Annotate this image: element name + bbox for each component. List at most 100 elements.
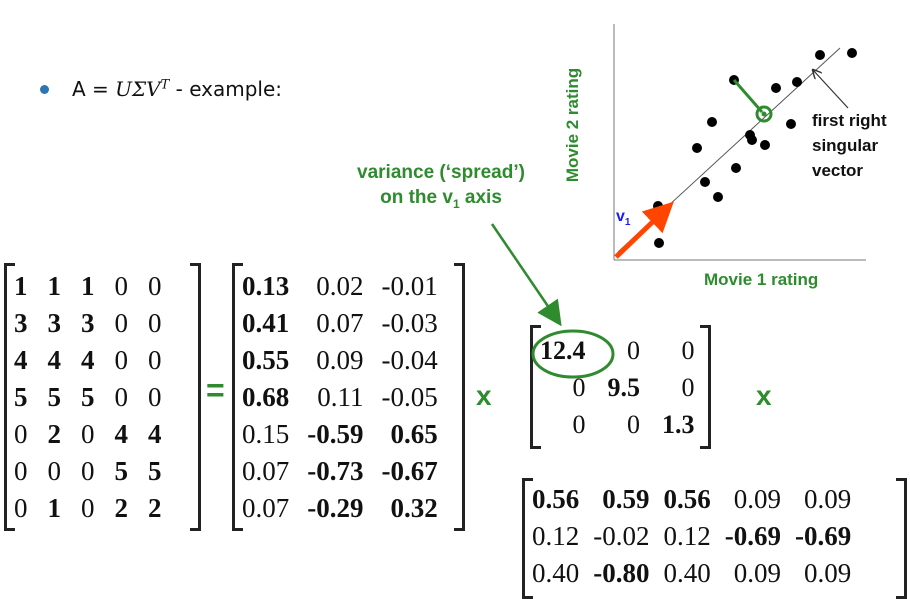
matrix-vt: 0.56 0.59 0.56 0.09 0.09 0.12 -0.02 0.12 -0.69 -0… (532, 481, 851, 592)
bullet-prefix: A = (72, 77, 116, 101)
equals-sign: = (206, 372, 225, 408)
matrix-cell: 9.5 (607, 372, 641, 402)
matrix-row: 0 0 1.3 (540, 406, 695, 443)
matrix-cell: 0.13 (242, 271, 290, 301)
matrix-cell: 5 (14, 382, 28, 412)
matrix-cell: 1 (14, 271, 28, 301)
matrix-cell: 0 (114, 345, 129, 375)
matrix-cell: -0.67 (381, 456, 438, 486)
matrix-sigma-left-bracket (530, 325, 541, 449)
matrix-a-right-bracket (190, 263, 201, 531)
matrix-row: 0.15 -0.59 0.65 (242, 416, 438, 453)
matrix-cell: 0 (14, 493, 28, 523)
matrix-cell: 0.68 (242, 382, 290, 412)
matrix-cell: 0.41 (242, 308, 290, 338)
matrix-cell: 0.40 (663, 558, 711, 588)
matrix-cell: 0 (81, 493, 95, 523)
bullet-superscript: T (160, 77, 170, 93)
variance-label-line1: variance (‘spread’) (357, 162, 525, 183)
matrix-cell: 0 (47, 456, 62, 486)
matrix-cell: 3 (14, 308, 28, 338)
matrix-cell: 0 (148, 382, 162, 412)
matrix-cell: 0 (627, 335, 640, 365)
matrix-cell: 1 (47, 271, 62, 301)
matrix-vt-table: 0.56 0.59 0.56 0.09 0.09 0.12 -0.02 0.12 -0.69 -0… (532, 481, 851, 592)
matrix-sigma: 12.4 0 0 0 9.5 0 0 0 1.3 (540, 332, 695, 443)
matrix-row: 12.4 0 0 (540, 332, 695, 369)
projection-line (732, 79, 764, 113)
matrix-cell: -0.02 (593, 521, 650, 551)
matrix-cell: 0.07 (316, 308, 364, 338)
matrix-cell: 4 (114, 419, 129, 449)
matrix-cell: 2 (114, 493, 129, 523)
matrix-cell: -0.29 (307, 493, 364, 523)
matrix-cell: 0 (81, 419, 95, 449)
matrix-cell: 0.02 (316, 271, 364, 301)
matrix-cell: 0.65 (390, 419, 438, 449)
scatter-plot (613, 24, 866, 261)
matrix-cell: 3 (81, 308, 95, 338)
bullet-suffix: - example: (169, 77, 283, 101)
matrix-sigma-right-bracket (700, 325, 711, 449)
matrix-row: 0.55 0.09 -0.04 (242, 342, 438, 379)
matrix-cell: 5 (47, 382, 62, 412)
singular-vector-annotation: first right singular vector (812, 111, 887, 180)
matrix-cell: -0.04 (381, 345, 438, 375)
matrix-cell: 0.56 (532, 484, 580, 514)
matrix-vt-right-bracket (896, 478, 907, 599)
times-operator-1: x (476, 380, 492, 411)
matrix-cell: 5 (81, 382, 95, 412)
matrix-cell: 0.40 (532, 558, 580, 588)
matrix-cell: 0 (114, 308, 129, 338)
bullet-formula: UΣV (115, 77, 161, 101)
matrix-cell: 0 (81, 456, 95, 486)
matrix-cell: 0.09 (804, 558, 852, 588)
matrix-cell: -0.73 (307, 456, 364, 486)
matrix-cell: 0 (681, 335, 695, 365)
highlight-ellipse (531, 329, 615, 379)
matrix-cell: 0 (148, 271, 162, 301)
matrix-cell: 1.3 (662, 409, 695, 439)
x-axis-label: Movie 1 rating (704, 270, 819, 289)
matrix-cell: 1 (81, 271, 95, 301)
matrix-cell: 0.55 (242, 345, 290, 375)
annotation-arrow (813, 70, 849, 109)
matrix-cell: 0.12 (663, 521, 711, 551)
matrix-u-right-bracket (454, 263, 465, 531)
matrix-row: 0.40 -0.80 0.40 0.09 0.09 (532, 555, 851, 592)
matrix-cell: 0 (681, 372, 695, 402)
matrix-a-left-bracket (4, 263, 15, 531)
matrix-cell: 0.09 (733, 558, 781, 588)
matrix-u-left-bracket (232, 263, 243, 531)
matrix-row: 0.41 0.07 -0.03 (242, 305, 438, 342)
matrix-cell: 0 (114, 382, 129, 412)
matrix-cell: 5 (114, 456, 129, 486)
matrix-row: 0.56 0.59 0.56 0.09 0.09 (532, 481, 851, 518)
matrix-cell: 0.07 (242, 456, 290, 486)
matrix-cell: 0.07 (242, 493, 290, 523)
matrix-cell: 12.4 (540, 335, 586, 365)
matrix-cell: 4 (81, 345, 95, 375)
matrix-row: 0.07 -0.73 -0.67 (242, 453, 438, 490)
v1-vector (614, 201, 674, 259)
projection-point (755, 105, 773, 123)
matrix-cell: 4 (14, 345, 28, 375)
matrix-cell: -0.59 (307, 419, 364, 449)
matrix-cell: 0 (148, 345, 162, 375)
matrix-cell: 0 (572, 409, 586, 439)
matrix-cell: 0.15 (242, 419, 290, 449)
matrix-cell: 2 (47, 419, 62, 449)
matrix-row: 0 9.5 0 (540, 369, 695, 406)
matrix-row: 0.68 0.11 -0.05 (242, 379, 438, 416)
matrix-cell: 0 (114, 271, 129, 301)
bullet-dot (40, 85, 49, 94)
v1-label: v1 (616, 208, 631, 229)
matrix-row: 0.07 -0.29 0.32 (242, 490, 438, 527)
